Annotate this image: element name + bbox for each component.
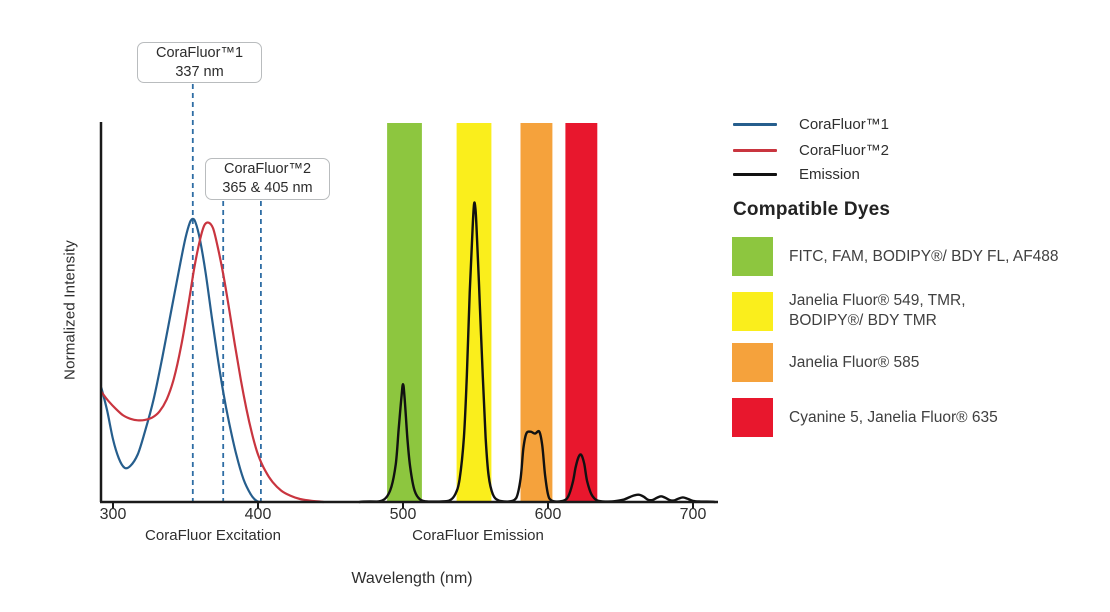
legend-item-label: CoraFluor™2 (799, 141, 890, 159)
emission-band-2 (520, 123, 553, 501)
emission-band-3 (565, 123, 598, 501)
callout-corafluor2-name: CoraFluor™2 (223, 161, 312, 177)
emission-curve (358, 201, 716, 504)
dye-label-line: Janelia Fluor® 585 (789, 353, 920, 371)
excitation-curve-corafluor2 (100, 221, 325, 504)
dye-label-3: Cyanine 5, Janelia Fluor® 635 (789, 408, 998, 428)
dye-row-0: FITC, FAM, BODIPY®/ BDY FL, AF488 (732, 237, 1059, 276)
compatible-dyes-heading: Compatible Dyes (733, 199, 891, 220)
x-tick-label-700: 700 (679, 506, 707, 523)
dye-label-line: FITC, FAM, BODIPY®/ BDY FL, AF488 (789, 247, 1059, 265)
dye-swatch-0 (732, 237, 773, 276)
legend-item-0: CoraFluor™1 (733, 115, 889, 133)
dye-swatch-2 (732, 343, 773, 382)
emission-band-0 (387, 123, 422, 501)
excitation-curve-corafluor1 (100, 217, 261, 504)
legend-line-swatch (733, 122, 777, 126)
legend-item-1: CoraFluor™2 (733, 141, 889, 159)
x-region-label-excitation: CoraFluor Excitation (145, 527, 281, 544)
legend-line-swatch (733, 172, 777, 176)
dye-label-line: BODIPY®/ BDY TMR (789, 312, 937, 329)
callout-corafluor1-name: CoraFluor™1 (155, 44, 244, 61)
legend-item-label: Emission (799, 165, 860, 183)
x-tick-label-600: 600 (534, 506, 562, 523)
callout-corafluor1-wavelength: 337 nm (175, 63, 224, 80)
dye-row-1: Janelia Fluor® 549, TMR, BODIPY®/ BDY TMR (732, 291, 966, 331)
dye-label-line: Janelia Fluor® 549, TMR, (789, 292, 966, 309)
dye-row-3: Cyanine 5, Janelia Fluor® 635 (732, 398, 998, 437)
x-tick-label-500: 500 (389, 506, 417, 523)
x-axis-title: Wavelength (nm) (351, 570, 473, 587)
dye-label-2: Janelia Fluor® 585 (789, 353, 919, 373)
y-axis-label: Normalized Intensity (61, 240, 79, 380)
dye-swatch-3 (732, 398, 773, 437)
callout-corafluor1: CoraFluor™1 337 nm (137, 42, 262, 83)
legend-item-label: CoraFluor™1 (799, 115, 890, 133)
legend-item-2: Emission (733, 165, 860, 183)
excitation-guide-lines (191, 84, 262, 501)
dye-emission-bands (387, 123, 598, 501)
legend-line-swatch (733, 148, 777, 152)
x-tick-label-400: 400 (244, 506, 272, 523)
dye-row-2: Janelia Fluor® 585 (732, 343, 919, 382)
x-tick-label-300: 300 (99, 506, 127, 523)
dye-label-1: Janelia Fluor® 549, TMR, BODIPY®/ BDY TMR (789, 291, 966, 331)
callout-corafluor2-wavelength: 365 & 405 nm (222, 180, 313, 196)
dye-label-0: FITC, FAM, BODIPY®/ BDY FL, AF488 (789, 247, 1059, 267)
callout-corafluor2: CoraFluor™2 365 & 405 nm (205, 158, 330, 200)
x-region-label-emission: CoraFluor Emission (412, 527, 544, 544)
dye-label-line: Cyanine 5, Janelia Fluor® 635 (789, 408, 998, 426)
axes (99, 122, 718, 509)
dye-swatch-1 (732, 291, 773, 331)
